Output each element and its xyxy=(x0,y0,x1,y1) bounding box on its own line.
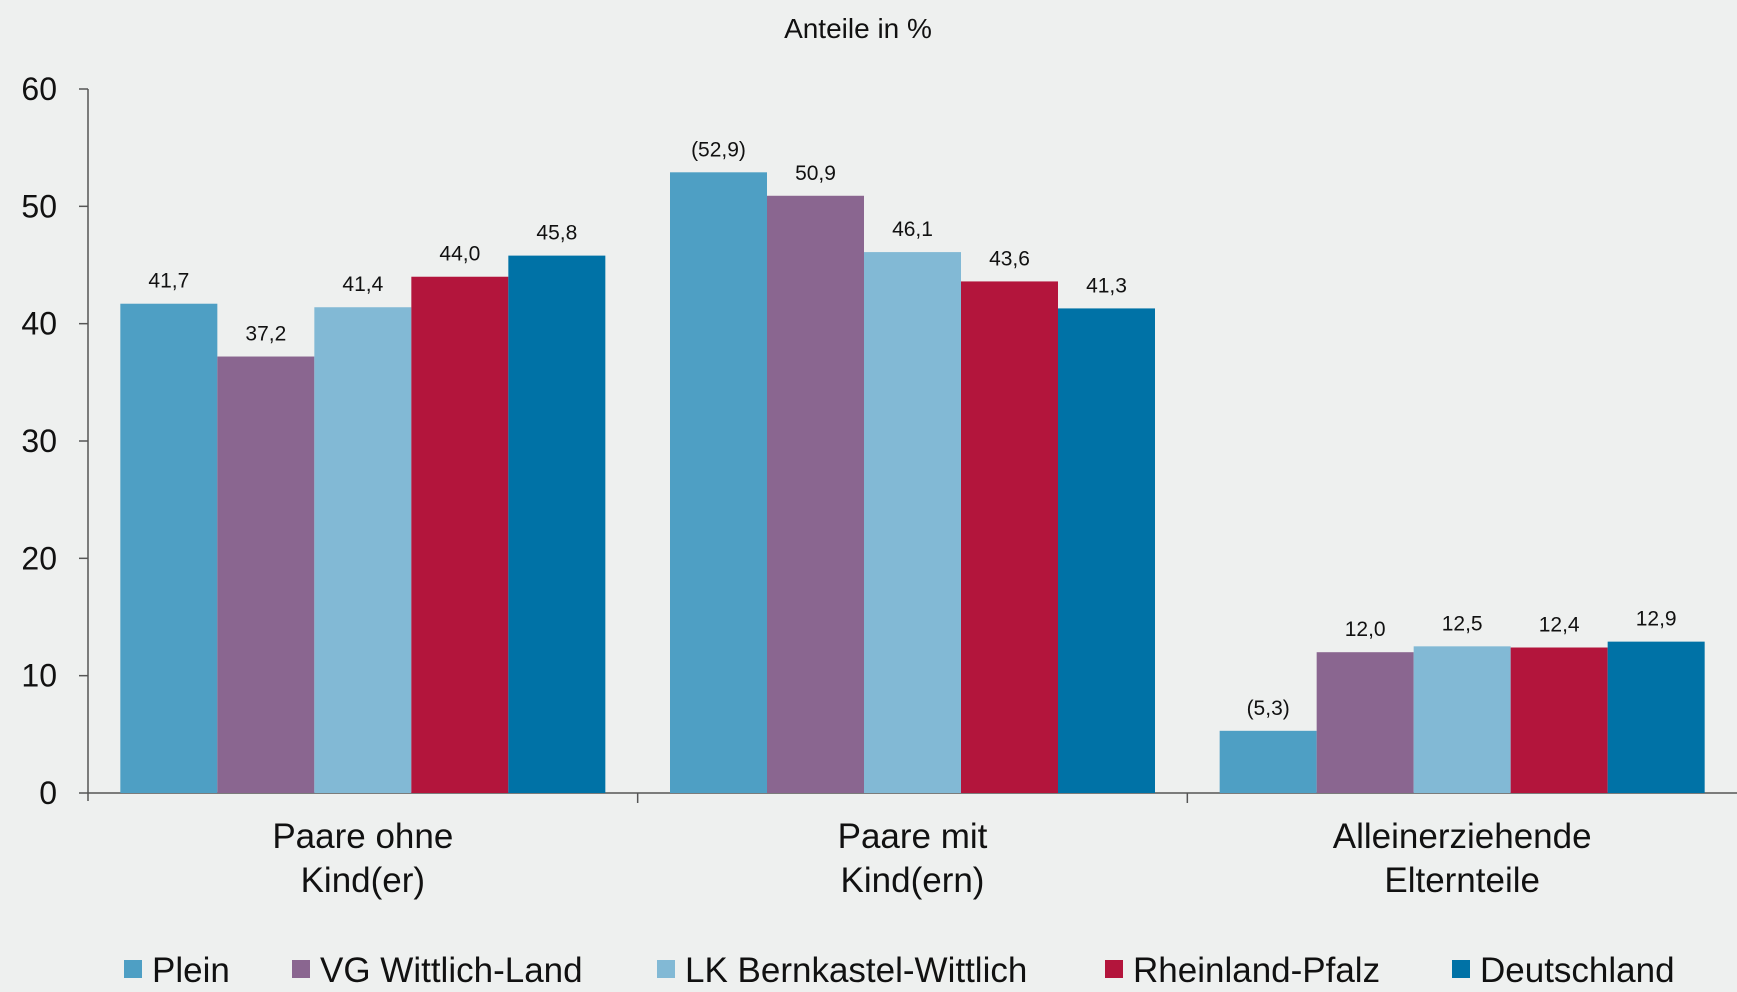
category-label: Paare ohne xyxy=(272,817,453,856)
y-tick-label: 60 xyxy=(21,71,57,107)
category-label: Alleinerziehende xyxy=(1333,817,1592,856)
category-label: Elternteile xyxy=(1384,861,1540,900)
bar xyxy=(1510,647,1608,793)
chart-title: Anteile in % xyxy=(784,13,932,44)
bar xyxy=(1316,652,1414,793)
bar xyxy=(1058,308,1155,793)
y-tick-label: 0 xyxy=(39,775,57,811)
legend-label: VG Wittlich-Land xyxy=(320,951,583,990)
bar xyxy=(1413,646,1511,793)
bars xyxy=(120,172,1705,794)
bar xyxy=(670,172,767,794)
y-tick-label: 40 xyxy=(21,306,57,342)
legend-label: Rheinland-Pfalz xyxy=(1133,951,1380,990)
bar xyxy=(120,303,218,793)
bar xyxy=(864,252,961,794)
data-label: 12,4 xyxy=(1539,614,1580,637)
data-label: (5,3) xyxy=(1247,697,1290,720)
data-label: 41,7 xyxy=(148,270,189,293)
y-tick-label: 20 xyxy=(21,540,57,576)
data-label: 50,9 xyxy=(795,162,836,185)
data-label: 43,6 xyxy=(989,247,1030,270)
legend-swatch xyxy=(124,960,142,978)
legend-swatch xyxy=(292,960,310,978)
bar xyxy=(767,195,864,794)
data-label: 37,2 xyxy=(245,323,286,346)
bar xyxy=(217,356,315,793)
data-label: 41,4 xyxy=(342,273,383,296)
y-tick-label: 10 xyxy=(21,658,57,694)
legend-label: Plein xyxy=(152,951,230,990)
legend-swatch xyxy=(1452,960,1470,978)
legend-swatch xyxy=(1105,960,1123,978)
data-label: 12,5 xyxy=(1442,612,1483,635)
bar xyxy=(961,281,1058,793)
category-label: Kind(er) xyxy=(301,861,425,900)
data-label: 45,8 xyxy=(536,222,577,245)
data-labels: 41,7 (52,9) (5,3) 37,2 50,9 12,0 41,4 46,1 12,5 4… xyxy=(148,138,1676,720)
category-label: Paare mit xyxy=(838,817,988,856)
data-label: 44,0 xyxy=(439,243,480,266)
y-tick-label: 50 xyxy=(21,188,57,224)
data-label: 12,9 xyxy=(1636,608,1677,631)
legend-swatch xyxy=(657,960,675,978)
y-tick-label: 30 xyxy=(21,423,57,459)
bar xyxy=(411,276,509,793)
data-label: 46,1 xyxy=(892,218,933,241)
data-label: (52,9) xyxy=(691,138,746,161)
data-label: 41,3 xyxy=(1086,274,1127,297)
category-label: Kind(ern) xyxy=(841,861,985,900)
legend-label: LK Bernkastel-Wittlich xyxy=(685,951,1027,990)
category-labels: Paare ohne Kind(er) Paare mit Kind(ern) Alle… xyxy=(272,817,1591,900)
legend: Plein VG Wittlich-Land LK Bernkastel-Wittl… xyxy=(124,951,1675,990)
legend-label: Deutschland xyxy=(1480,951,1675,990)
bar xyxy=(1219,730,1317,793)
bar xyxy=(508,255,606,793)
bar xyxy=(314,307,412,793)
bar xyxy=(1607,641,1705,793)
data-label: 12,0 xyxy=(1345,618,1386,641)
